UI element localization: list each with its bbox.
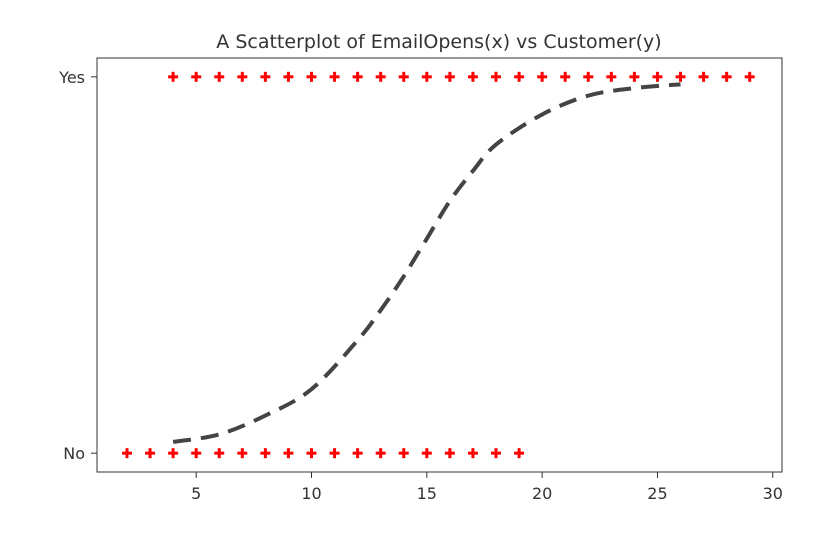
x-tick-label: 10	[301, 484, 321, 503]
y-tick-label: Yes	[58, 68, 85, 87]
data-point-yes	[675, 71, 686, 82]
data-point-yes	[375, 71, 386, 82]
data-point-no	[145, 448, 156, 459]
data-point-yes	[398, 71, 409, 82]
data-point-yes	[237, 71, 248, 82]
data-point-no	[191, 448, 202, 459]
data-point-yes	[629, 71, 640, 82]
x-tick-label: 5	[191, 484, 201, 503]
data-point-no	[329, 448, 340, 459]
data-point-no	[491, 448, 502, 459]
data-point-yes	[491, 71, 502, 82]
x-tick-label: 15	[417, 484, 437, 503]
chart-title: A Scatterplot of EmailOpens(x) vs Custom…	[216, 31, 661, 53]
data-point-no	[306, 448, 317, 459]
data-point-no	[283, 448, 294, 459]
x-tick-label: 25	[647, 484, 667, 503]
data-point-no	[444, 448, 455, 459]
data-point-yes	[191, 71, 202, 82]
data-point-yes	[421, 71, 432, 82]
data-point-yes	[306, 71, 317, 82]
data-point-no	[467, 448, 478, 459]
fit-curve	[172, 82, 681, 444]
x-tick-label: 20	[532, 484, 552, 503]
data-point-no	[398, 448, 409, 459]
data-point-yes	[260, 71, 271, 82]
data-point-yes	[744, 71, 755, 82]
data-point-no	[421, 448, 432, 459]
data-point-no	[121, 448, 132, 459]
data-point-yes	[467, 71, 478, 82]
x-tick-label: 30	[763, 484, 783, 503]
data-point-no	[237, 448, 248, 459]
axes: 5 10 15 20 25 30 No Yes	[58, 57, 783, 503]
plot-frame	[96, 57, 783, 473]
data-point-no	[352, 448, 363, 459]
data-point-yes	[652, 71, 663, 82]
data-point-yes	[606, 71, 617, 82]
data-point-yes	[168, 71, 179, 82]
data-point-yes	[560, 71, 571, 82]
data-point-yes	[214, 71, 225, 82]
data-point-yes	[444, 71, 455, 82]
data-point-no	[514, 448, 525, 459]
data-point-yes	[514, 71, 525, 82]
fit-curve-layer	[172, 82, 681, 444]
data-point-no	[375, 448, 386, 459]
data-point-no	[214, 448, 225, 459]
data-point-yes	[698, 71, 709, 82]
data-point-yes	[721, 71, 732, 82]
data-point-yes	[329, 71, 340, 82]
data-point-no	[260, 448, 271, 459]
data-points-layer	[121, 71, 755, 459]
data-point-yes	[583, 71, 594, 82]
y-tick-label: No	[63, 444, 85, 463]
data-point-yes	[537, 71, 548, 82]
data-point-yes	[352, 71, 363, 82]
data-point-yes	[283, 71, 294, 82]
data-point-no	[168, 448, 179, 459]
